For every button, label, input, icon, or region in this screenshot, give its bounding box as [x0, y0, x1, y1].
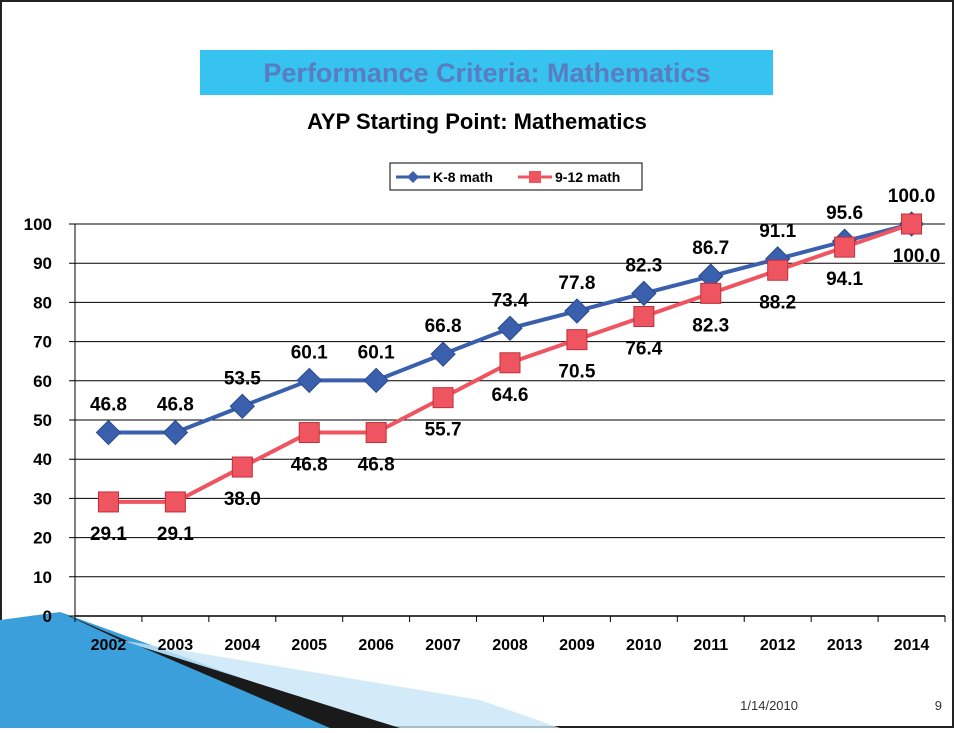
- y-tick-label: 0: [43, 607, 52, 626]
- slide: Performance Criteria: Mathematics AYP St…: [0, 0, 954, 728]
- y-tick-label: 100: [24, 215, 52, 234]
- x-tick-label: 2004: [225, 637, 261, 654]
- data-label: 82.3: [692, 315, 729, 336]
- x-tick-label: 2014: [894, 637, 930, 654]
- data-label: 100.0: [888, 186, 936, 207]
- data-point: [902, 214, 922, 234]
- data-point: [768, 260, 788, 280]
- data-label: 64.6: [492, 385, 529, 406]
- x-tick-label: 2012: [760, 637, 796, 654]
- y-tick-label: 90: [33, 254, 52, 273]
- legend-marker: [529, 171, 541, 183]
- data-label: 100.0: [893, 246, 941, 267]
- data-label: 29.1: [90, 524, 127, 545]
- data-label: 38.0: [224, 489, 261, 510]
- slide-date: 1/14/2010: [740, 698, 798, 713]
- x-tick-label: 2010: [626, 637, 662, 654]
- data-point: [433, 388, 453, 408]
- data-point: [835, 237, 855, 257]
- data-point: [165, 492, 185, 512]
- data-label: 46.8: [157, 395, 194, 416]
- data-label: 77.8: [558, 273, 595, 294]
- data-point: [366, 423, 386, 443]
- data-label: 60.1: [291, 342, 328, 363]
- data-label: 29.1: [157, 524, 194, 545]
- x-tick-label: 2005: [291, 637, 327, 654]
- data-point: [701, 283, 721, 303]
- data-point: [232, 457, 252, 477]
- data-point: [634, 307, 654, 327]
- data-point: [567, 330, 587, 350]
- data-label: 91.1: [759, 221, 796, 242]
- x-tick-label: 2011: [693, 637, 728, 654]
- data-label: 53.5: [224, 368, 261, 389]
- x-tick-label: 2006: [358, 637, 394, 654]
- legend-label: 9-12 math: [555, 169, 620, 185]
- x-tick-label: 2013: [827, 637, 863, 654]
- y-tick-label: 40: [33, 450, 52, 469]
- data-label: 95.6: [826, 203, 863, 224]
- data-label: 55.7: [425, 420, 462, 441]
- data-point: [299, 423, 319, 443]
- data-point: [500, 353, 520, 373]
- y-tick-label: 30: [33, 489, 52, 508]
- data-label: 60.1: [358, 342, 395, 363]
- x-tick-label: 2009: [559, 637, 595, 654]
- y-tick-label: 70: [33, 333, 52, 352]
- data-label: 82.3: [625, 255, 662, 276]
- data-label: 86.7: [692, 238, 729, 259]
- x-tick-label: 2002: [91, 637, 127, 654]
- page: Performance Criteria: Mathematics AYP St…: [0, 0, 954, 733]
- legend-label: K-8 math: [433, 169, 493, 185]
- x-tick-label: 2003: [158, 637, 194, 654]
- data-label: 46.8: [90, 395, 127, 416]
- y-tick-label: 50: [33, 411, 52, 430]
- data-label: 73.4: [492, 290, 529, 311]
- slide-number: 9: [935, 698, 942, 713]
- data-label: 46.8: [291, 455, 328, 476]
- y-tick-label: 60: [33, 372, 52, 391]
- y-tick-label: 80: [33, 293, 52, 312]
- x-tick-label: 2008: [492, 637, 528, 654]
- x-tick-label: 2007: [425, 637, 461, 654]
- data-label: 66.8: [425, 316, 462, 337]
- data-label: 46.8: [358, 455, 395, 476]
- chart-title: AYP Starting Point: Mathematics: [307, 109, 647, 134]
- y-tick-label: 20: [33, 529, 52, 548]
- y-tick-label: 10: [33, 568, 52, 587]
- data-label: 76.4: [625, 339, 662, 360]
- data-label: 88.2: [759, 292, 796, 313]
- data-point: [98, 492, 118, 512]
- data-label: 70.5: [558, 362, 595, 383]
- slide-title: Performance Criteria: Mathematics: [263, 58, 710, 88]
- data-label: 94.1: [826, 269, 863, 290]
